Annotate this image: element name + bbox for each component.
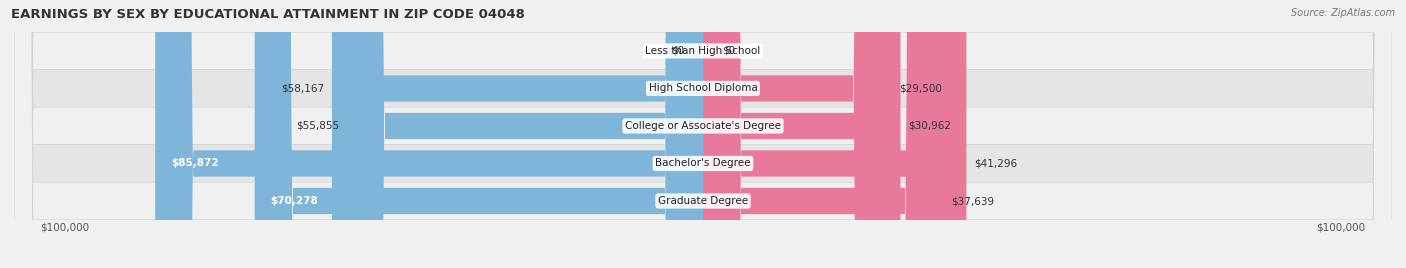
FancyBboxPatch shape (14, 0, 1392, 268)
Text: $0: $0 (671, 46, 683, 56)
Text: $85,872: $85,872 (172, 158, 219, 169)
Text: $55,855: $55,855 (295, 121, 339, 131)
Text: Graduate Degree: Graduate Degree (658, 196, 748, 206)
Text: $58,167: $58,167 (281, 83, 325, 94)
Text: $30,962: $30,962 (908, 121, 952, 131)
FancyBboxPatch shape (14, 0, 1392, 268)
Text: $41,296: $41,296 (974, 158, 1017, 169)
FancyBboxPatch shape (681, 0, 741, 268)
FancyBboxPatch shape (703, 0, 891, 268)
Text: EARNINGS BY SEX BY EDUCATIONAL ATTAINMENT IN ZIP CODE 04048: EARNINGS BY SEX BY EDUCATIONAL ATTAINMEN… (11, 8, 524, 21)
Text: College or Associate's Degree: College or Associate's Degree (626, 121, 780, 131)
Text: $29,500: $29,500 (898, 83, 942, 94)
FancyBboxPatch shape (254, 0, 703, 268)
Text: Source: ZipAtlas.com: Source: ZipAtlas.com (1291, 8, 1395, 18)
FancyBboxPatch shape (703, 0, 966, 268)
FancyBboxPatch shape (347, 0, 703, 268)
FancyBboxPatch shape (14, 0, 1392, 268)
FancyBboxPatch shape (332, 0, 703, 268)
FancyBboxPatch shape (155, 0, 703, 268)
FancyBboxPatch shape (703, 0, 943, 268)
FancyBboxPatch shape (14, 0, 1392, 268)
FancyBboxPatch shape (665, 0, 725, 268)
FancyBboxPatch shape (14, 0, 1392, 268)
FancyBboxPatch shape (703, 0, 900, 268)
Text: $70,278: $70,278 (270, 196, 318, 206)
Text: High School Diploma: High School Diploma (648, 83, 758, 94)
Text: Less than High School: Less than High School (645, 46, 761, 56)
Text: Bachelor's Degree: Bachelor's Degree (655, 158, 751, 169)
Text: $37,639: $37,639 (950, 196, 994, 206)
Text: $0: $0 (723, 46, 735, 56)
